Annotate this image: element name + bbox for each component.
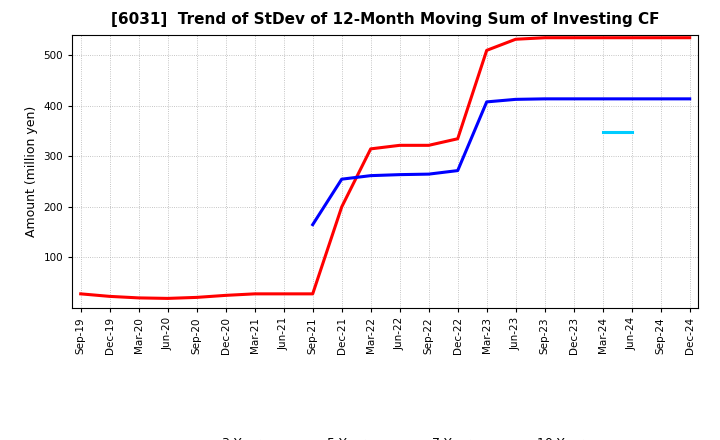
Legend: 3 Years, 5 Years, 7 Years, 10 Years: 3 Years, 5 Years, 7 Years, 10 Years — [176, 432, 595, 440]
Y-axis label: Amount (million yen): Amount (million yen) — [24, 106, 37, 237]
Title: [6031]  Trend of StDev of 12-Month Moving Sum of Investing CF: [6031] Trend of StDev of 12-Month Moving… — [111, 12, 660, 27]
